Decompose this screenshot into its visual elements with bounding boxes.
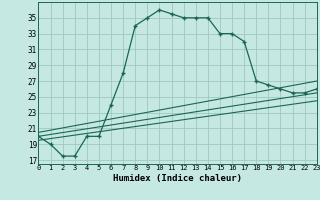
X-axis label: Humidex (Indice chaleur): Humidex (Indice chaleur) xyxy=(113,174,242,183)
